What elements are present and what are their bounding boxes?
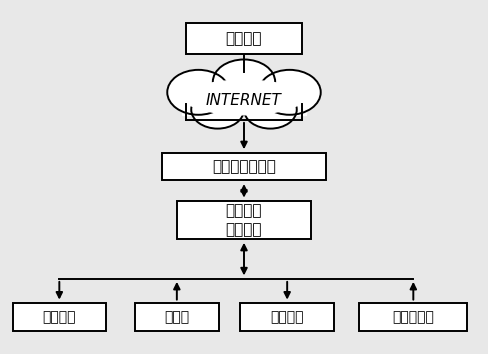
Bar [182, 91, 306, 115]
Bar [177, 201, 311, 239]
Circle shape [191, 91, 244, 129]
Circle shape [244, 91, 297, 129]
Text: 流量计: 流量计 [164, 310, 189, 324]
Bar [13, 303, 106, 331]
Text: 污水排放
监控终端: 污水排放 监控终端 [226, 203, 262, 238]
Bar [241, 303, 334, 331]
Bar [186, 23, 302, 54]
Text: 电动阀门: 电动阀门 [42, 310, 76, 324]
Ellipse shape [184, 80, 304, 115]
Text: 监控中心: 监控中心 [226, 31, 262, 46]
Text: 排污水泵: 排污水泵 [270, 310, 304, 324]
Text: 无线数据收发器: 无线数据收发器 [212, 159, 276, 174]
Circle shape [167, 70, 230, 115]
Bar [359, 303, 468, 331]
Circle shape [258, 70, 321, 115]
Text: 不间断电源: 不间断电源 [392, 310, 434, 324]
Bar [135, 303, 219, 331]
Circle shape [213, 59, 275, 104]
Bar [163, 153, 325, 181]
Text: INTERNET: INTERNET [206, 93, 282, 108]
